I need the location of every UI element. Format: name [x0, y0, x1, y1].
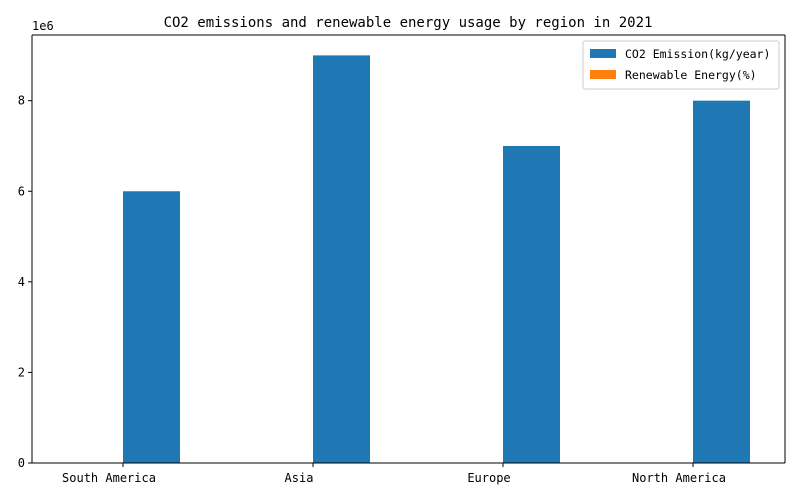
legend-swatch-co2: [590, 49, 616, 58]
legend-swatch-renewable: [590, 70, 616, 79]
bar-co2-asia: [313, 55, 370, 463]
y-tick-label: 4: [18, 275, 25, 289]
chart-title: CO2 emissions and renewable energy usage…: [164, 15, 653, 31]
y-tick-label: 0: [18, 456, 25, 470]
y-axis-offset-label: 1e6: [32, 19, 54, 33]
x-tick-label: South America: [62, 471, 156, 485]
legend-label-co2: CO2 Emission(kg/year): [625, 47, 770, 61]
y-tick-label: 2: [18, 365, 25, 379]
bar-co2-north-america: [693, 100, 750, 463]
bar-co2-europe: [503, 145, 560, 464]
bars-layer: [123, 55, 750, 464]
x-tick-label: Europe: [467, 471, 510, 485]
legend-label-renewable: Renewable Energy(%): [625, 68, 757, 82]
ticks-layer: 0 2 4 6 8 South America Asia Europe North Americ…: [18, 94, 726, 485]
x-tick-label: Asia: [285, 471, 314, 485]
bar-co2-south-america: [123, 191, 180, 463]
y-tick-label: 6: [18, 184, 25, 198]
legend: CO2 Emission(kg/year) Renewable Energy(%…: [582, 40, 780, 90]
axes-layer: [31, 34, 786, 464]
legend-frame: [582, 40, 780, 90]
x-tick-label: North America: [632, 471, 726, 485]
y-tick-label: 8: [18, 94, 25, 108]
